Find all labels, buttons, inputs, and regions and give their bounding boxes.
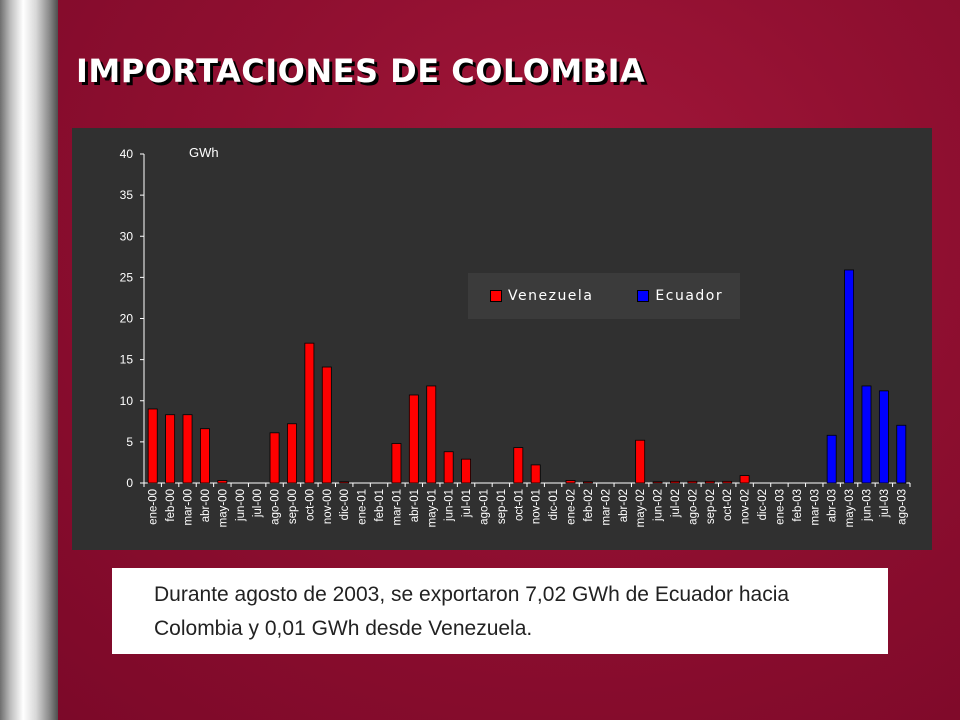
bar-venezuela-feb-00 [165,414,176,484]
x-tick-label: abr-01 [409,489,421,522]
bar-venezuela-mar-01 [391,443,402,484]
x-tick-label: ene-02 [566,489,578,525]
x-tick-label: nov-01 [531,489,543,524]
x-tick-label: dic-01 [548,489,560,520]
bar-ecuador-abr-03 [826,434,837,484]
bar-venezuela-oct-02 [722,480,733,484]
bar-venezuela-oct-01 [513,447,524,484]
bar-venezuela-jul-01 [461,458,471,484]
x-tick-label: ago-01 [478,489,490,525]
x-tick-label: mar-00 [183,489,195,525]
x-tick-label: sep-01 [496,489,508,524]
y-tick-label: 0 [126,476,133,490]
bar-venezuela-may-00 [217,480,228,484]
x-tick-label: oct-02 [722,489,734,521]
x-tick-label: dic-02 [757,489,769,520]
bar-venezuela-jun-01 [443,451,454,484]
bar-venezuela-abr-00 [200,428,210,484]
x-tick-label: ene-00 [148,489,160,525]
x-tick-label: feb-03 [792,489,804,522]
y-tick-label: 30 [120,229,134,243]
x-tick-label: nov-00 [322,489,334,524]
x-tick-label: feb-01 [374,489,386,522]
y-unit-label: GWh [189,145,219,160]
bar-venezuela-ago-02 [687,480,698,484]
legend-item-venezuela: Venezuela [490,288,593,304]
bar-venezuela-feb-02 [583,481,593,484]
x-tick-label: jul-01 [461,489,473,518]
x-tick-label: ago-02 [687,489,699,525]
bar-chart: 0 5 10 15 20 25 30 35 40 ene-00 feb-00 mar-00 abr-00… [120,147,911,527]
bar-venezuela-ene-02 [565,480,576,484]
x-tick-label: dic-00 [339,489,351,520]
x-tick-label: sep-00 [287,489,299,524]
bar-venezuela-abr-01 [408,394,419,484]
bar-venezuela-jun-02 [652,481,663,484]
bar-venezuela-dic-00 [339,481,350,484]
caption-text: Durante agosto de 2003, se exportaron 7,… [154,583,790,640]
x-tick-label: jul-03 [879,489,891,518]
x-tick-label: mar-02 [600,489,612,525]
bar-venezuela-may-02 [635,439,646,484]
x-tick-label: may-00 [217,489,229,527]
chart-legend: Venezuela Ecuador [468,273,740,319]
legend-label-venezuela: Venezuela [508,288,594,304]
x-tick-label: ene-03 [774,489,786,525]
x-tick-label: abr-02 [618,489,630,522]
x-tick-label: ago-00 [270,489,282,525]
x-tick-label: mar-01 [391,489,403,525]
bar-venezuela-nov-00 [321,366,332,484]
x-tick-label: feb-02 [583,489,595,522]
bar-ecuador-jun-03 [861,385,872,484]
bar-ecuador-may-03 [844,269,854,484]
x-tick-label: mar-03 [809,489,821,525]
x-tick-label: jul-00 [252,489,264,518]
slide-title: IMPORTACIONES DE COLOMBIA [76,52,646,90]
x-tick-label: jun-00 [235,489,247,522]
x-tick-label: ago-03 [896,489,908,525]
x-tick-label: may-01 [426,489,438,527]
legend-swatch-venezuela [490,290,502,302]
bar-venezuela-may-01 [426,385,437,484]
y-tick-label: 10 [120,394,134,408]
bar-ecuador-ago-03 [896,424,907,484]
bar-venezuela-nov-02 [739,475,750,484]
x-tick-label: oct-01 [513,489,525,521]
x-tick-label: nov-02 [740,489,752,524]
bar-ecuador-jul-03 [878,390,889,484]
x-tick-label: may-02 [635,489,647,527]
y-tick-label: 40 [120,147,134,161]
bar-venezuela-oct-00 [304,342,315,484]
decorative-side-bar [0,0,58,720]
caption-box: Durante agosto de 2003, se exportaron 7,… [112,568,888,654]
bar-venezuela-nov-01 [530,464,541,484]
chart-panel: 0 5 10 15 20 25 30 35 40 ene-00 feb-00 mar-00 abr-00… [72,128,932,550]
y-tick-label: 25 [120,270,134,284]
x-tick-label: ene-01 [357,489,369,525]
x-tick-label: jun-02 [653,489,665,522]
bar-venezuela-sep-00 [287,423,297,484]
bar-venezuela-ene-00 [147,408,158,484]
x-tick-label: sep-02 [705,489,717,524]
x-tick-label: oct-00 [304,489,316,521]
legend-label-ecuador: Ecuador [655,288,724,304]
legend-item-ecuador: Ecuador [637,288,723,304]
legend-swatch-ecuador [637,290,650,302]
x-tick-label: jun-01 [444,489,456,522]
x-tick-label: may-03 [844,489,856,527]
bar-venezuela-sep-02 [704,480,715,484]
y-tick-label: 20 [120,312,134,326]
y-tick-label: 15 [120,353,134,367]
x-tick-label: jul-02 [670,489,682,518]
x-tick-label: feb-00 [165,489,177,522]
x-tick-label: abr-00 [200,489,212,522]
bar-venezuela-mar-00 [182,414,193,484]
bar-venezuela-jul-02 [670,480,680,484]
x-tick-label: abr-03 [827,489,839,522]
x-tick-label: jun-03 [861,489,873,522]
bar-venezuela-ago-00 [269,432,280,484]
y-tick-label: 35 [120,188,134,202]
y-tick-label: 5 [126,435,133,449]
